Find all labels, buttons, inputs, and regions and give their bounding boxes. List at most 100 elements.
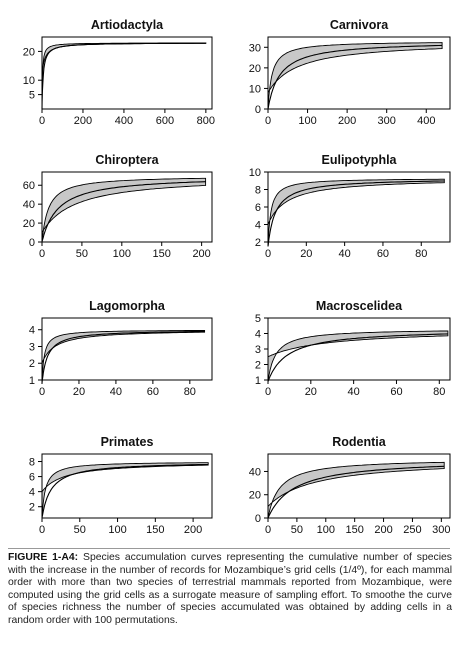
y-tick-label: 3: [29, 341, 35, 353]
x-tick-label: 100: [108, 524, 126, 536]
x-tick-label: 0: [39, 248, 45, 260]
x-tick-label: 0: [265, 386, 271, 398]
y-tick-label: 6: [255, 202, 261, 214]
y-tick-label: 30: [249, 42, 261, 54]
mean-curve: [267, 44, 443, 110]
x-tick-label: 50: [291, 524, 303, 536]
plot-frame: [41, 36, 213, 110]
y-tick-label: 40: [249, 466, 261, 478]
chart-title: Chiroptera: [95, 153, 159, 167]
panel-rodentia: 0 50 100 150 200 250 300 0 20 40 Rodentia: [249, 435, 451, 536]
panel-macroscelidea: 0 20 40 60 80 1 2 3 4 5 Macroscelidea: [255, 299, 451, 398]
x-tick-label: 40: [339, 248, 351, 260]
y-tick-label: 0: [255, 104, 261, 116]
x-tick-label: 80: [415, 248, 427, 260]
confidence-band: [41, 330, 206, 384]
confidence-band: [41, 42, 207, 110]
y-tick-label: 10: [23, 75, 35, 87]
y-tick-label: 10: [249, 83, 261, 95]
mean-curve: [41, 330, 205, 384]
x-tick-label: 200: [184, 524, 202, 536]
y-tick-label: 20: [23, 46, 35, 58]
x-tick-label: 250: [403, 524, 421, 536]
y-tick-label: 0: [255, 513, 261, 525]
mean-curve: [267, 465, 445, 519]
x-tick-label: 0: [39, 386, 45, 398]
confidence-band: [267, 42, 443, 110]
x-tick-label: 200: [192, 248, 210, 260]
y-tick-label: 3: [255, 344, 261, 356]
confidence-band: [267, 178, 445, 247]
chart-title: Rodentia: [332, 435, 387, 449]
caption-divider: [8, 548, 450, 549]
plot-frame: [267, 36, 451, 110]
y-tick-label: 10: [249, 167, 261, 179]
chart-title: Lagomorpha: [89, 299, 166, 313]
y-tick-label: 0: [29, 237, 35, 249]
x-tick-label: 150: [146, 524, 164, 536]
plot-frame: [41, 171, 213, 243]
x-tick-label: 20: [305, 386, 317, 398]
chart-title: Macroscelidea: [316, 299, 403, 313]
mean-curve: [41, 42, 206, 110]
y-tick-label: 2: [29, 502, 35, 514]
x-tick-label: 800: [197, 115, 215, 127]
x-tick-label: 60: [390, 386, 402, 398]
x-tick-label: 60: [377, 248, 389, 260]
chart-title: Artiodactyla: [91, 18, 164, 32]
x-tick-label: 150: [345, 524, 363, 536]
x-tick-label: 200: [374, 524, 392, 536]
x-tick-label: 400: [417, 115, 435, 127]
panel-artiodactyla: 0 200 400 600 800 5 10 20 Artiodactyla: [23, 18, 215, 127]
x-tick-label: 0: [39, 524, 45, 536]
x-tick-label: 80: [433, 386, 445, 398]
x-tick-label: 50: [74, 524, 86, 536]
x-tick-label: 150: [153, 248, 171, 260]
confidence-band: [41, 462, 209, 519]
y-tick-label: 5: [29, 90, 35, 102]
x-tick-label: 300: [378, 115, 396, 127]
y-tick-label: 8: [255, 185, 261, 197]
y-tick-label: 4: [255, 220, 261, 232]
x-tick-label: 20: [73, 386, 85, 398]
y-tick-label: 20: [249, 490, 261, 502]
confidence-band: [267, 330, 449, 382]
y-tick-label: 20: [23, 218, 35, 230]
y-tick-label: 20: [249, 63, 261, 75]
y-tick-label: 6: [29, 472, 35, 484]
mean-curve: [41, 463, 209, 519]
y-tick-label: 60: [23, 180, 35, 192]
caption-lead: FIGURE 1-A4:: [8, 552, 79, 563]
y-tick-label: 4: [29, 487, 35, 499]
x-tick-label: 0: [265, 248, 271, 260]
confidence-band: [41, 177, 207, 243]
y-tick-label: 4: [29, 325, 35, 337]
y-tick-label: 2: [29, 358, 35, 370]
y-tick-label: 8: [29, 457, 35, 469]
x-tick-label: 40: [348, 386, 360, 398]
chart-title: Carnivora: [330, 18, 389, 32]
y-tick-label: 2: [255, 360, 261, 372]
y-tick-label: 1: [29, 375, 35, 387]
confidence-band: [267, 461, 445, 519]
x-tick-label: 0: [265, 115, 271, 127]
y-tick-label: 40: [23, 199, 35, 211]
x-tick-label: 60: [147, 386, 159, 398]
mean-curve: [267, 333, 448, 382]
mean-curve: [41, 181, 206, 243]
panel-chiroptera: 0 50 100 150 200 0 20 40 60 Chiroptera: [23, 153, 213, 260]
panel-lagomorpha: 0 20 40 60 80 1 2 3 4 Lagomorpha: [29, 299, 213, 398]
caption-body: Species accumulation curves representing…: [8, 552, 452, 626]
x-tick-label: 0: [39, 115, 45, 127]
y-tick-label: 1: [255, 375, 261, 387]
figure-caption: FIGURE 1-A4: Species accumulation curves…: [8, 552, 452, 628]
panel-eulipotyphla: 0 20 40 60 80 2 4 6 8 10 Eulipotyphla: [249, 153, 451, 260]
x-tick-label: 200: [338, 115, 356, 127]
plot-frame: [267, 317, 451, 381]
x-tick-label: 400: [115, 115, 133, 127]
chart-title: Primates: [101, 435, 154, 449]
x-tick-label: 50: [76, 248, 88, 260]
y-tick-label: 4: [255, 329, 261, 341]
x-tick-label: 300: [432, 524, 450, 536]
y-tick-label: 5: [255, 313, 261, 325]
